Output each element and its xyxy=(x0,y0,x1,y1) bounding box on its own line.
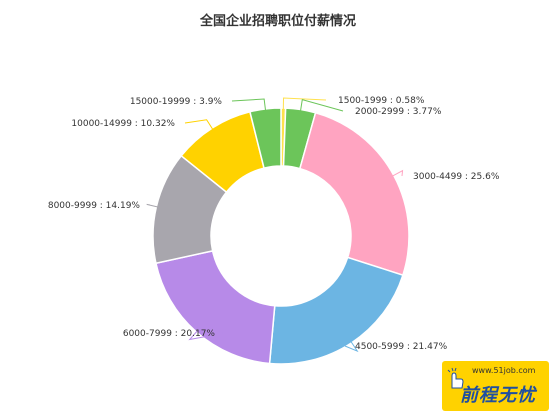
labels-group: 1500-1999 : 0.58%2000-2999 : 3.77% 3000-4… xyxy=(48,96,500,352)
leader-line xyxy=(391,169,404,177)
hand-icon xyxy=(447,367,464,389)
leader-lines-group xyxy=(146,97,404,353)
slice-label: 10000-14999 : 10.32% xyxy=(71,119,175,129)
leader-line xyxy=(184,119,214,131)
leader-line xyxy=(146,203,159,208)
slice-label: 3000-4499 : 25.6% xyxy=(413,172,500,182)
slice-label: 6000-7999 : 20.17% xyxy=(123,329,216,339)
donut-slice xyxy=(268,256,404,365)
chart-title: 全国企业招聘职位付薪情况 xyxy=(199,14,356,29)
donut-slice xyxy=(155,249,276,365)
leader-line xyxy=(282,97,327,111)
slice-label: 15000-19999 : 3.9% xyxy=(130,97,223,107)
slice-label: 1500-1999 : 0.58% xyxy=(338,96,425,106)
slice-label: 8000-9999 : 14.19% xyxy=(48,201,141,211)
brand-url: www.51job.com xyxy=(472,366,536,375)
slices-group xyxy=(152,107,410,365)
donut-slice xyxy=(249,107,282,170)
brand-logo: www.51job.com 前程无忧 xyxy=(442,361,549,411)
donut-slice xyxy=(298,111,410,277)
leader-line xyxy=(188,330,226,341)
leader-line xyxy=(231,98,267,112)
slice-label: 2000-2999 : 3.77% xyxy=(355,107,442,117)
leader-line xyxy=(344,340,359,353)
leader-line xyxy=(299,99,344,112)
slice-label: 4500-5999 : 21.47% xyxy=(355,342,448,352)
brand-name: 前程无忧 xyxy=(460,385,536,406)
